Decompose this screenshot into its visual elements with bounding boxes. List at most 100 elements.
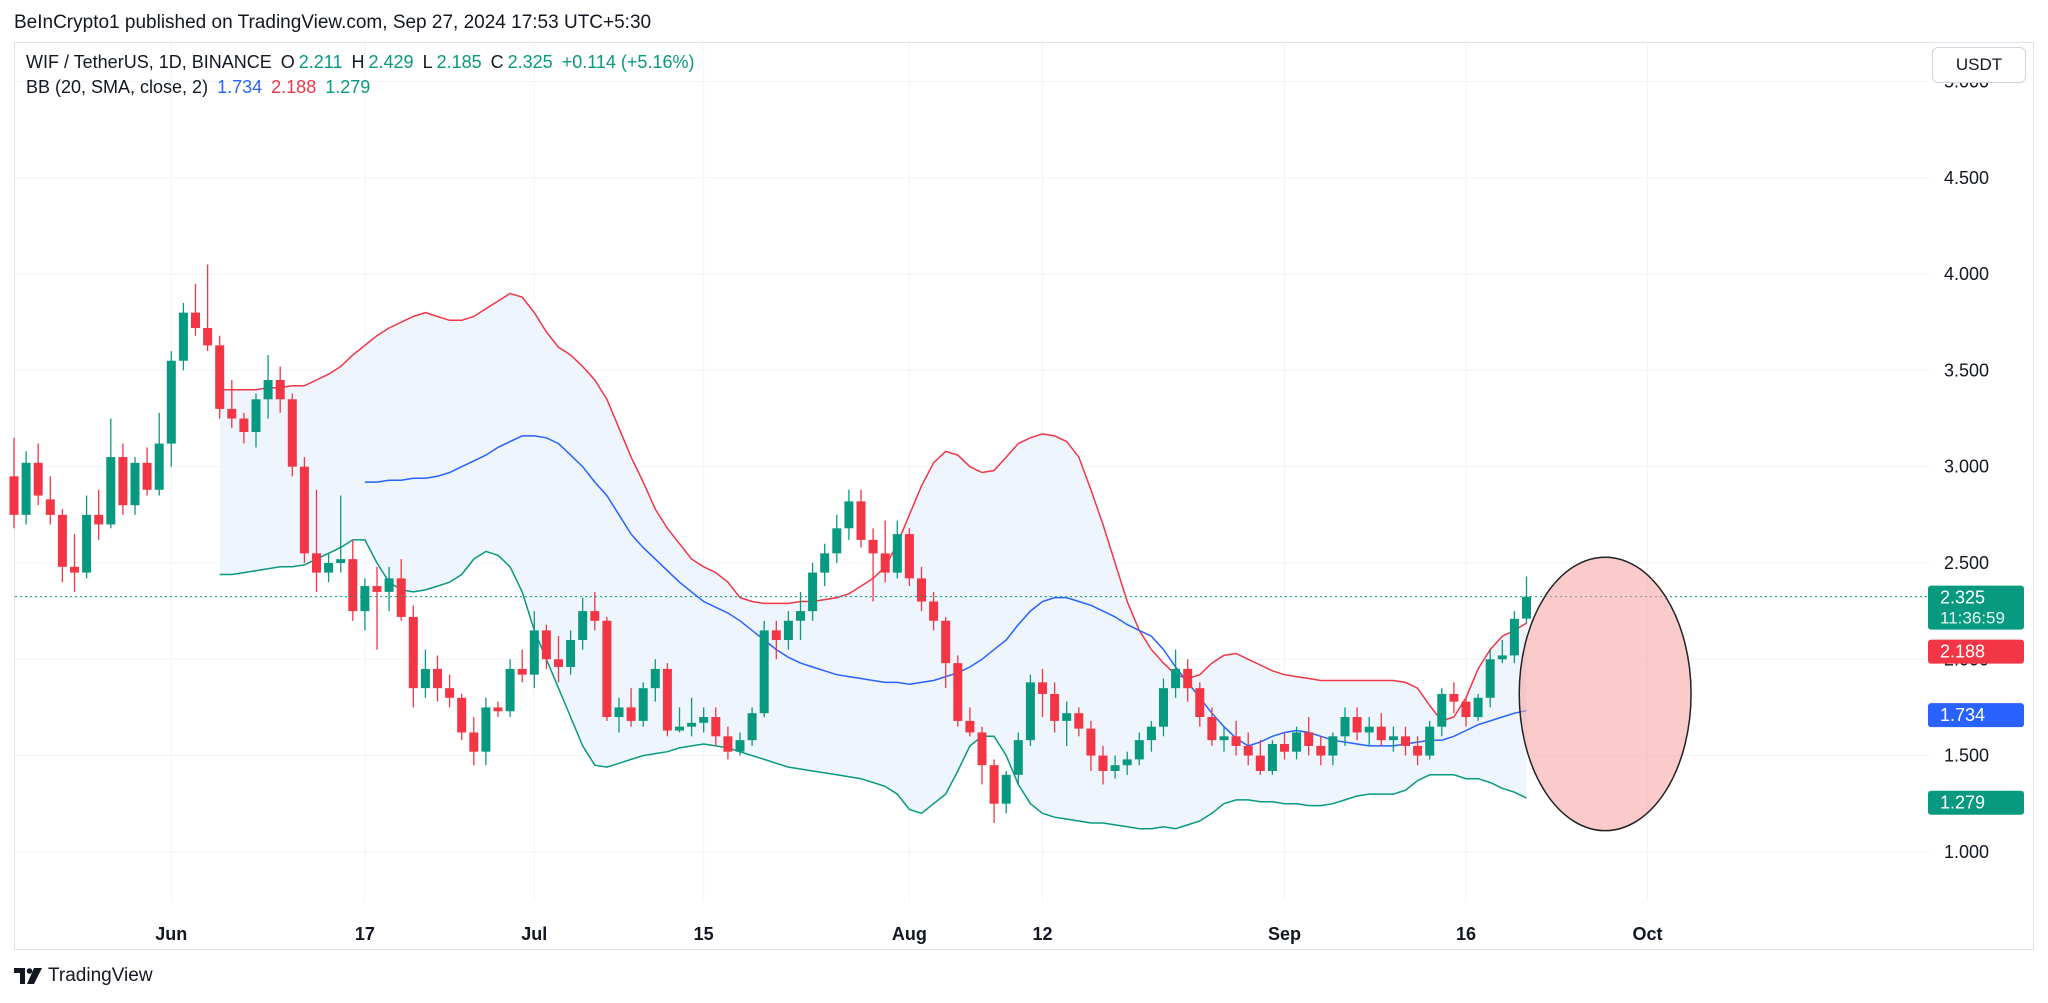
candle[interactable]: [687, 697, 697, 737]
candle[interactable]: [1304, 717, 1314, 756]
candle[interactable]: [1461, 697, 1471, 727]
candle[interactable]: [517, 649, 527, 683]
candle[interactable]: [1038, 668, 1047, 718]
candle[interactable]: [396, 559, 406, 621]
candle[interactable]: [1509, 611, 1519, 664]
candle[interactable]: [1316, 736, 1326, 766]
candle[interactable]: [1364, 717, 1374, 746]
candle[interactable]: [1243, 732, 1253, 766]
candle[interactable]: [1122, 751, 1132, 775]
candle[interactable]: [481, 697, 491, 766]
candle[interactable]: [360, 578, 370, 631]
candle[interactable]: [1497, 640, 1507, 664]
candle[interactable]: [904, 528, 914, 587]
candle[interactable]: [1485, 649, 1495, 708]
candle[interactable]: [1086, 720, 1096, 771]
candle[interactable]: [142, 447, 152, 496]
currency-button[interactable]: USDT: [1932, 47, 2026, 83]
candle[interactable]: [1134, 732, 1144, 766]
candle[interactable]: [1413, 736, 1423, 766]
candle[interactable]: [929, 591, 939, 631]
candle[interactable]: [723, 726, 733, 760]
candle[interactable]: [287, 393, 297, 477]
candle[interactable]: [977, 726, 987, 785]
candle[interactable]: [203, 264, 213, 352]
candle[interactable]: [699, 707, 709, 733]
candle[interactable]: [602, 616, 612, 721]
candle[interactable]: [566, 630, 576, 675]
candle[interactable]: [1013, 732, 1023, 785]
candle[interactable]: [493, 701, 503, 718]
candle[interactable]: [469, 717, 479, 766]
candle[interactable]: [239, 412, 249, 444]
candle[interactable]: [94, 489, 104, 540]
candle[interactable]: [638, 682, 648, 727]
candle[interactable]: [650, 659, 660, 702]
candle[interactable]: [735, 732, 745, 756]
candle[interactable]: [372, 566, 382, 650]
candle[interactable]: [626, 688, 636, 727]
candle[interactable]: [796, 591, 805, 641]
candle[interactable]: [783, 611, 793, 650]
bb-label[interactable]: BB (20, SMA, close, 2): [26, 77, 209, 97]
candle[interactable]: [1025, 674, 1035, 746]
candle[interactable]: [1255, 740, 1265, 775]
candle[interactable]: [868, 528, 878, 602]
candle[interactable]: [21, 451, 31, 525]
candle[interactable]: [856, 489, 866, 548]
candle[interactable]: [1388, 726, 1398, 752]
candle[interactable]: [45, 476, 55, 525]
candle[interactable]: [747, 707, 757, 746]
candle[interactable]: [1522, 576, 1531, 624]
candle[interactable]: [457, 693, 467, 741]
candle[interactable]: [590, 591, 600, 631]
candle[interactable]: [166, 351, 176, 467]
candle[interactable]: [771, 620, 781, 660]
candle[interactable]: [844, 489, 854, 540]
candle[interactable]: [1110, 755, 1120, 779]
candle[interactable]: [215, 335, 225, 419]
candle[interactable]: [1292, 726, 1302, 760]
candle[interactable]: [384, 566, 394, 612]
candle[interactable]: [1267, 740, 1277, 775]
candle[interactable]: [312, 489, 321, 592]
candle[interactable]: [808, 562, 818, 621]
legend-symbol[interactable]: WIF / TetherUS, 1D, BINANCE: [26, 52, 272, 72]
candle[interactable]: [1401, 726, 1410, 756]
candle[interactable]: [529, 611, 539, 689]
candle[interactable]: [1050, 682, 1060, 733]
candle[interactable]: [1449, 682, 1459, 714]
candle[interactable]: [820, 543, 830, 587]
candle[interactable]: [1098, 745, 1108, 785]
candle[interactable]: [433, 655, 442, 702]
footer-brand[interactable]: TradingView: [48, 965, 153, 986]
candle[interactable]: [1074, 707, 1084, 737]
candle[interactable]: [9, 437, 19, 529]
candle[interactable]: [1062, 701, 1072, 746]
candle[interactable]: [759, 620, 769, 718]
candle[interactable]: [1183, 659, 1193, 702]
candle[interactable]: [82, 495, 92, 579]
candle[interactable]: [1001, 770, 1011, 814]
candle[interactable]: [892, 520, 902, 579]
candle[interactable]: [420, 649, 430, 698]
candle[interactable]: [541, 624, 551, 669]
candle[interactable]: [1340, 707, 1350, 746]
candle[interactable]: [1195, 682, 1205, 727]
candle[interactable]: [880, 520, 890, 583]
candle[interactable]: [1207, 707, 1217, 746]
candle[interactable]: [324, 553, 334, 583]
candle[interactable]: [57, 509, 67, 583]
candle[interactable]: [1352, 707, 1362, 741]
candle[interactable]: [70, 534, 79, 592]
candle[interactable]: [1473, 693, 1483, 721]
candle[interactable]: [275, 366, 285, 413]
candle[interactable]: [711, 707, 721, 746]
candle[interactable]: [251, 393, 261, 448]
candle[interactable]: [408, 605, 418, 708]
candle[interactable]: [1171, 649, 1181, 698]
candle[interactable]: [191, 283, 200, 336]
candle[interactable]: [33, 443, 43, 506]
candle[interactable]: [130, 457, 140, 515]
candle[interactable]: [336, 495, 346, 573]
